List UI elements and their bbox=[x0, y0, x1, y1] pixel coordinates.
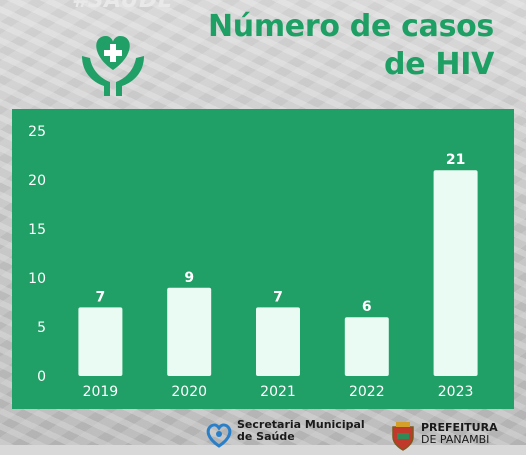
y-tick-label: 0 bbox=[37, 369, 46, 385]
prefeitura-line-2: DE PANAMBI bbox=[421, 433, 490, 446]
prefeitura-label: PREFEITURA DE PANAMBI bbox=[421, 422, 526, 446]
bar-2021 bbox=[256, 307, 300, 376]
health-heart-icon bbox=[205, 422, 233, 448]
value-label-2021: 7 bbox=[273, 289, 283, 305]
title-line-2: de HIV bbox=[384, 47, 494, 82]
y-tick-label: 10 bbox=[28, 271, 46, 287]
y-tick-label: 25 bbox=[28, 124, 46, 140]
y-tick-label: 20 bbox=[28, 173, 46, 189]
heart-cross-hands-icon bbox=[78, 26, 148, 98]
y-tick-label: 5 bbox=[37, 320, 46, 336]
bar-2023 bbox=[433, 170, 478, 376]
secretaria-line-1: Secretaria Municipal bbox=[237, 418, 365, 431]
value-label-2023: 21 bbox=[446, 152, 465, 168]
footer: Secretaria Municipal de Saúde PREFEITURA… bbox=[0, 409, 526, 451]
page-title: Número de casos de HIV bbox=[208, 8, 494, 84]
bar-2019 bbox=[78, 307, 123, 376]
prefeitura-line-1: PREFEITURA bbox=[421, 421, 498, 434]
title-line-1: Número de casos bbox=[207, 9, 494, 44]
secretaria-line-2: de Saúde bbox=[237, 430, 295, 443]
secretaria-label: Secretaria Municipal de Saúde bbox=[237, 419, 367, 443]
bar-chart: 0 5 10 15 20 25 7 2019 9 2020 7 2021 6 2022 21 2023 bbox=[28, 124, 478, 400]
value-label-2020: 9 bbox=[184, 270, 194, 286]
x-tick-label-2021: 2021 bbox=[260, 384, 296, 400]
x-tick-label-2019: 2019 bbox=[83, 384, 119, 400]
bar-2020 bbox=[167, 287, 212, 376]
value-label-2022: 6 bbox=[362, 299, 372, 315]
hashtag-label: #SAÚDE bbox=[72, 0, 174, 13]
value-label-2019: 7 bbox=[96, 289, 106, 305]
crest-icon bbox=[390, 421, 416, 451]
x-tick-label-2023: 2023 bbox=[438, 384, 474, 400]
x-tick-label-2022: 2022 bbox=[349, 384, 385, 400]
bar-2022 bbox=[344, 317, 389, 376]
chart-panel: 0 5 10 15 20 25 7 2019 9 2020 7 2021 6 2022 21 2023 bbox=[12, 109, 514, 409]
x-tick-label-2020: 2020 bbox=[171, 384, 207, 400]
y-tick-label: 15 bbox=[28, 222, 46, 238]
